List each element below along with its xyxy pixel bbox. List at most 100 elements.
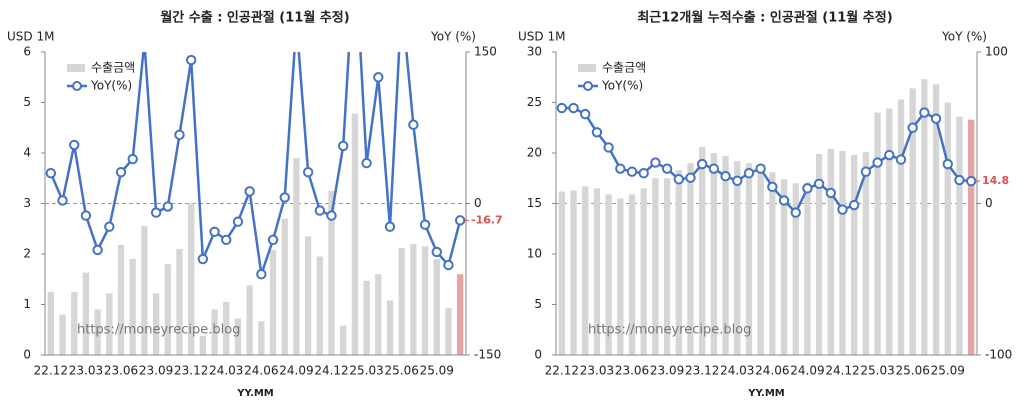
y2-tick-label: 0	[474, 196, 482, 210]
yoy-marker	[767, 181, 778, 193]
yoy-marker	[580, 108, 591, 120]
bar	[258, 321, 265, 355]
y-tick-label: 5	[534, 297, 542, 311]
annotation: 14.8	[982, 174, 1009, 187]
x-tick-label: 23.06	[104, 364, 138, 378]
yoy-marker	[174, 129, 185, 141]
bar	[47, 291, 55, 355]
x-tick-label: 24.06	[244, 364, 278, 378]
bar	[839, 150, 846, 355]
yoy-marker	[115, 166, 127, 178]
bar	[82, 272, 90, 355]
yoy-marker	[696, 158, 708, 170]
yoy-marker	[361, 157, 372, 169]
bar	[445, 308, 452, 355]
x-axis-label: YY.MM	[236, 388, 274, 399]
bar	[328, 190, 335, 355]
yoy-marker	[813, 178, 825, 190]
line-group	[556, 102, 977, 218]
x-tick-label: 24.09	[790, 364, 824, 378]
yoy-marker	[314, 205, 326, 216]
yoy-marker	[150, 207, 162, 218]
y-tick-label: 4	[23, 146, 31, 160]
bar	[582, 186, 589, 355]
bar	[675, 170, 682, 355]
yoy-marker	[720, 171, 731, 182]
bar	[152, 293, 160, 355]
y-tick-label: 5	[23, 95, 31, 109]
bar	[351, 113, 359, 355]
bar	[386, 300, 394, 355]
x-tick-label: 24.09	[279, 364, 313, 378]
bar	[176, 248, 183, 355]
bar	[605, 194, 612, 355]
bar	[340, 325, 347, 355]
y2-tick-label: 100	[985, 45, 1008, 59]
x-tick-label: 23.12	[174, 364, 208, 378]
bar	[932, 84, 940, 355]
x-tick-label: 25.03	[349, 364, 383, 378]
yoy-marker	[267, 234, 279, 246]
yoy-marker	[104, 221, 115, 232]
bar	[815, 154, 823, 355]
yoy-marker	[650, 157, 661, 168]
y-tick-label: 6	[23, 45, 31, 59]
yoy-marker	[942, 158, 953, 170]
yoy-marker	[673, 174, 684, 185]
yoy-marker	[732, 175, 743, 186]
bar	[780, 179, 788, 355]
bar	[129, 259, 136, 355]
bar	[593, 188, 601, 355]
yoy-marker	[384, 221, 396, 232]
bar	[71, 291, 78, 355]
legend-label: YoY(%)	[90, 79, 132, 93]
bar	[375, 274, 382, 355]
bar	[734, 161, 741, 355]
yoy-marker	[603, 142, 614, 153]
x-tick-label: 22.12	[545, 364, 579, 378]
yoy-marker	[69, 139, 80, 151]
legend-label: YoY(%)	[601, 79, 643, 93]
y2-tick-label: 0	[985, 196, 993, 210]
yoy-marker	[92, 244, 103, 256]
x-tick-label: 25.06	[896, 364, 930, 378]
yoy-marker	[302, 166, 314, 178]
bar	[363, 280, 370, 355]
yoy-marker	[197, 253, 209, 265]
x-tick-label: 24.03	[720, 364, 754, 378]
yoy-marker	[162, 201, 173, 212]
bar	[106, 293, 113, 355]
annotation: -16.7	[471, 213, 503, 226]
x-tick-label: 23.09	[139, 364, 173, 378]
x-tick-label: 24.12	[825, 364, 859, 378]
yoy-marker	[338, 140, 349, 152]
yoy-marker	[930, 113, 942, 124]
bar	[293, 158, 300, 355]
y-tick-label: 15	[527, 196, 542, 210]
bar	[141, 226, 148, 355]
x-tick-label: 25.09	[931, 364, 965, 378]
yoy-marker	[884, 149, 895, 161]
x-tick-label: 23.12	[685, 364, 719, 378]
y2-axis-label: YoY (%)	[941, 30, 987, 44]
yoy-line	[49, 52, 462, 275]
x-tick-label: 25.03	[860, 364, 894, 378]
yoy-marker	[556, 102, 568, 114]
bar	[769, 172, 776, 355]
y-axis-label: USD 1M	[7, 30, 54, 44]
yoy-marker	[802, 183, 813, 194]
yoy-marker	[638, 168, 649, 179]
x-tick-label: 25.09	[420, 364, 454, 378]
y-tick-label: 0	[23, 348, 31, 362]
bar	[827, 148, 834, 355]
y2-axis-label: YoY (%)	[430, 30, 476, 44]
bar	[792, 183, 799, 355]
bar	[862, 151, 870, 355]
y-axis-label: USD 1M	[518, 30, 565, 44]
yoy-marker	[743, 168, 755, 179]
yoy-marker	[45, 168, 57, 179]
chart-title: 최근12개월 누적수출 : 인공관절 (11월 추정)	[637, 10, 892, 26]
bar	[967, 119, 975, 355]
yoy-marker	[661, 163, 673, 174]
